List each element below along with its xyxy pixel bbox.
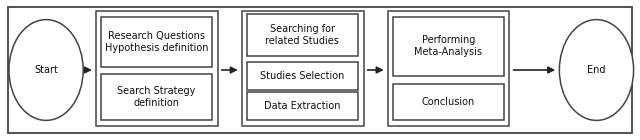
FancyBboxPatch shape [247, 62, 358, 90]
FancyBboxPatch shape [247, 92, 358, 120]
FancyBboxPatch shape [393, 84, 504, 120]
Text: Searching for
related Studies: Searching for related Studies [266, 24, 339, 46]
Text: Performing
Meta-Analysis: Performing Meta-Analysis [414, 35, 483, 57]
FancyBboxPatch shape [393, 17, 504, 76]
FancyBboxPatch shape [388, 11, 509, 126]
Text: Start: Start [34, 65, 58, 75]
Text: Data Extraction: Data Extraction [264, 101, 340, 111]
Text: Studies Selection: Studies Selection [260, 71, 344, 81]
Text: End: End [588, 65, 605, 75]
FancyBboxPatch shape [101, 74, 212, 120]
FancyBboxPatch shape [242, 11, 364, 126]
FancyBboxPatch shape [247, 14, 358, 56]
FancyBboxPatch shape [101, 17, 212, 67]
Ellipse shape [559, 20, 634, 120]
FancyBboxPatch shape [96, 11, 218, 126]
Ellipse shape [9, 20, 83, 120]
FancyBboxPatch shape [8, 7, 632, 133]
Text: Research Questions
Hypothesis definition: Research Questions Hypothesis definition [105, 31, 208, 53]
Text: Search Strategy
definition: Search Strategy definition [117, 87, 196, 108]
Text: Conclusion: Conclusion [422, 97, 475, 107]
